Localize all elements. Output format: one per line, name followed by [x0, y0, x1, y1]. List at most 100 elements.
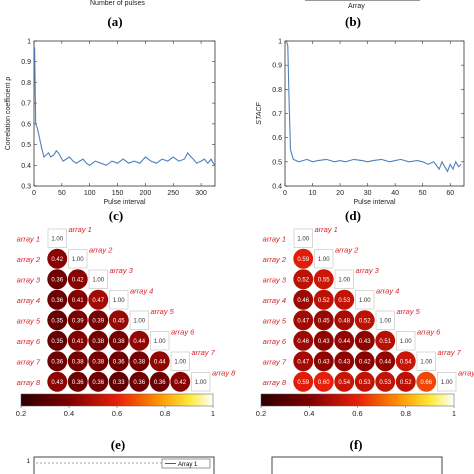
correlation-circle	[334, 371, 355, 392]
cell-value: 0.39	[72, 319, 84, 325]
cell-value: 0.38	[92, 339, 104, 345]
cell-value: 0.36	[92, 380, 104, 386]
line-chart-d: 0 10 20 30 40 50 60 0.4 0.5 0.6 0.7 0.8 0.9 1 Pulse in…	[256, 39, 465, 206]
colorbar-segment	[283, 394, 288, 406]
correlation-circle	[354, 330, 375, 351]
correlation-circle	[67, 310, 88, 331]
y-tick-label: 0.8	[21, 80, 31, 87]
correlation-circle	[313, 289, 334, 310]
cell-value: 0.38	[133, 360, 145, 366]
cell-value: 0.45	[113, 319, 125, 325]
colorbar-segment	[383, 394, 387, 406]
colorbar-segment	[357, 394, 362, 406]
colorbar-segment	[91, 394, 95, 406]
colorbar-segment	[43, 394, 47, 406]
cell-value: 0.42	[72, 278, 84, 284]
cell-value: 0.52	[400, 380, 412, 386]
cell-value: 0.46	[297, 298, 309, 304]
colorbar-segment	[59, 394, 63, 406]
diagonal-cell	[88, 269, 108, 289]
row-label: array 5	[17, 316, 41, 325]
cell-value: 0.41	[72, 339, 84, 345]
y-tick-label: 0.3	[21, 184, 31, 191]
correlation-circle	[47, 351, 68, 372]
colorbar-segment	[49, 394, 54, 406]
colorbar-segment	[94, 394, 99, 406]
colorbar-segment	[104, 394, 108, 406]
cell-value: 0.36	[154, 380, 166, 386]
row-label: array 6	[17, 337, 41, 346]
diagonal-cell	[396, 331, 416, 351]
colorbar-segment	[110, 394, 115, 406]
colorbar-segment	[315, 394, 320, 406]
correlation-circle	[67, 269, 88, 290]
y-tick-label: 0.6	[21, 121, 31, 128]
colorbar-segment	[431, 394, 436, 406]
colorbar-segment	[306, 394, 310, 406]
colorbar-segment	[75, 394, 79, 406]
colorbar-segment	[85, 394, 89, 406]
colorbar-segment	[113, 394, 118, 406]
correlation-circle	[67, 351, 88, 372]
colorbar-segment	[145, 394, 150, 406]
correlation-heatmap-f: array 1 1.00 array 1 array 2 0.59 1.00 array 2…	[256, 225, 474, 418]
correlation-circle	[395, 351, 416, 372]
correlation-circle	[375, 351, 396, 372]
caption-e: (e)	[110, 437, 126, 452]
diagonal-cell	[129, 310, 149, 330]
colorbar-segment	[184, 394, 188, 406]
x-tick-label: 100	[84, 190, 96, 197]
colorbar-segment	[354, 394, 358, 406]
colorbar-segment	[81, 394, 86, 406]
correlation-circle	[129, 330, 150, 351]
cell-value: 0.45	[318, 319, 330, 325]
y-axis-label: STACF	[256, 102, 263, 125]
correlation-circle	[313, 371, 334, 392]
cell-value: 1.00	[318, 257, 330, 263]
colorbar-segment	[405, 394, 410, 406]
colorbar-segment	[293, 394, 297, 406]
x-tick-label: 250	[167, 190, 179, 197]
top-strip-lines	[305, 0, 420, 1]
x-tick-label: 20	[336, 190, 344, 197]
cell-value: 1.00	[92, 278, 104, 284]
correlation-circle	[129, 351, 150, 372]
cell-value: 0.36	[113, 360, 125, 366]
colorbar-tick-label: 0.2	[256, 409, 266, 418]
diagonal-label: array 4	[376, 287, 399, 296]
colorbar-tick-label: 1	[452, 409, 456, 418]
x-tick-label: 50	[58, 190, 66, 197]
y-tick-label: 0.7	[272, 111, 282, 118]
colorbar-segment	[412, 394, 416, 406]
colorbar-tick-label: 0.8	[160, 409, 170, 418]
x-tick-label: 30	[364, 190, 372, 197]
colorbar-segment	[107, 394, 111, 406]
y-axis-label: Correlation coefficient ρ	[5, 77, 12, 151]
diagonal-label: array 3	[110, 266, 134, 275]
colorbar-segment	[187, 394, 191, 406]
correlation-circle	[293, 371, 314, 392]
colorbar-segment	[341, 394, 346, 406]
correlation-circle	[313, 269, 334, 290]
correlation-circle	[149, 371, 170, 392]
colorbar-segment	[441, 394, 445, 406]
row-label: array 6	[263, 337, 287, 346]
colorbar-segment	[117, 394, 121, 406]
x-tick-label: 150	[112, 190, 124, 197]
cell-value: 0.42	[51, 257, 63, 263]
colorbar-segment	[123, 394, 127, 406]
cell-value: 0.43	[318, 339, 330, 345]
colorbar-segment	[437, 394, 442, 406]
colorbar-segment	[139, 394, 143, 406]
correlation-circle	[67, 330, 88, 351]
colorbar-segment	[158, 394, 163, 406]
diagonal-cell	[437, 372, 457, 392]
correlation-circle	[293, 351, 314, 372]
row-label: array 7	[17, 357, 41, 366]
correlation-circle	[293, 289, 314, 310]
colorbar-segment	[273, 394, 278, 406]
colorbar-segment	[309, 394, 313, 406]
row-label: array 3	[263, 275, 287, 284]
colorbar-segment	[338, 394, 342, 406]
cell-value: 1.00	[338, 278, 350, 284]
